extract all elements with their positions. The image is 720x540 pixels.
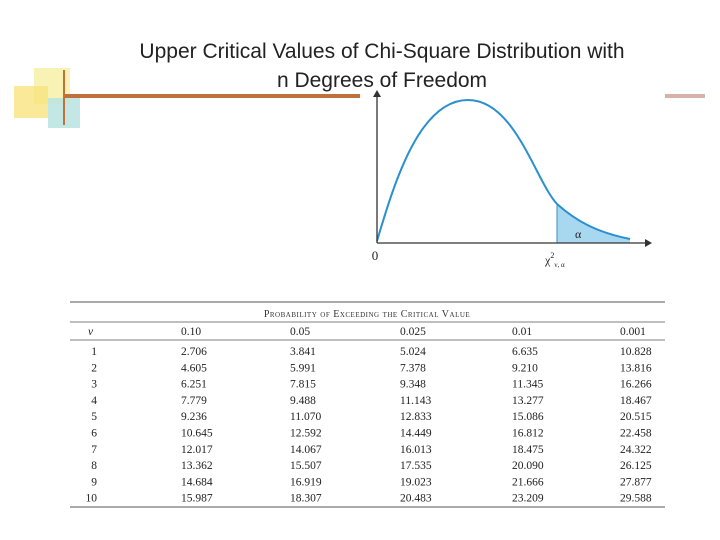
cell: 22.458	[620, 428, 652, 440]
cell: 3.841	[290, 346, 316, 358]
cell: 16.919	[290, 476, 322, 488]
cell: 20.515	[620, 411, 652, 423]
cell: 12.017	[181, 444, 213, 456]
row-label: 10	[86, 493, 98, 505]
cell: 12.592	[290, 428, 322, 440]
cell: 10.828	[620, 346, 652, 358]
title: n Degrees of Freedom	[277, 69, 487, 92]
cell: 20.483	[400, 493, 432, 505]
cell: 15.086	[512, 411, 544, 423]
cell: 7.779	[181, 395, 207, 407]
arrow	[373, 90, 381, 97]
cell: 18.475	[512, 444, 544, 456]
cell: 13.277	[512, 395, 544, 407]
cell: 14.684	[181, 476, 213, 488]
cell: 16.812	[512, 428, 544, 440]
table: Probability of Exceeding the Critical Va…	[70, 301, 665, 508]
cell: 10.645	[181, 428, 213, 440]
cell: 11.143	[400, 395, 431, 407]
cell: 27.877	[620, 476, 652, 488]
density-curve	[376, 98, 631, 242]
cell: 9.210	[512, 362, 538, 374]
cell: 9.488	[290, 395, 316, 407]
cell: 9.348	[400, 379, 426, 391]
title: Upper Critical Values of Chi-Square Dist…	[139, 40, 624, 63]
critical-label-sup: 2	[550, 251, 554, 260]
cell: 11.345	[512, 379, 543, 391]
area-label: α	[575, 227, 582, 241]
cell: 12.833	[400, 411, 432, 423]
row-label: 7	[91, 444, 97, 456]
cell: 9.236	[181, 411, 207, 423]
cell: 23.209	[512, 493, 544, 505]
table-caption: Probability of Exceeding the Critical Va…	[264, 309, 470, 320]
cell: 16.013	[400, 444, 432, 456]
cell: 7.815	[290, 379, 316, 391]
arrow	[645, 239, 652, 247]
column-header: 0.05	[290, 326, 310, 338]
row-label: 4	[91, 395, 97, 407]
column-header: 0.001	[620, 326, 646, 338]
cell: 20.090	[512, 460, 544, 472]
cell: 14.067	[290, 444, 322, 456]
cell: 19.023	[400, 476, 432, 488]
row-label: 1	[91, 346, 97, 358]
cell: 18.307	[290, 493, 322, 505]
critical-label-base: χ	[544, 253, 551, 267]
cell: 6.251	[181, 379, 207, 391]
cell: 13.816	[620, 362, 652, 374]
tail-area	[557, 204, 630, 243]
cell: 15.507	[290, 460, 322, 472]
column-header: ν	[88, 326, 94, 338]
row-label: 3	[91, 379, 97, 391]
cell: 21.666	[512, 476, 544, 488]
distribution-figure: 0 α χ2ν, α	[372, 90, 652, 269]
critical-label: χ2ν, α	[544, 251, 565, 269]
cell: 13.362	[181, 460, 213, 472]
column-header: 0.01	[512, 326, 532, 338]
row-label: 8	[91, 460, 97, 472]
cell: 29.588	[620, 493, 652, 505]
row-label: 9	[91, 476, 97, 488]
row-label: 6	[91, 428, 97, 440]
cell: 5.991	[290, 362, 316, 374]
cell: 11.070	[290, 411, 321, 423]
cell: 26.125	[620, 460, 652, 472]
cell: 5.024	[400, 346, 426, 358]
row-label: 2	[91, 362, 97, 374]
origin-label: 0	[372, 248, 379, 263]
cell: 24.322	[620, 444, 652, 456]
deco-square	[14, 86, 48, 118]
critical-label-sub: ν, α	[554, 261, 565, 269]
cell: 17.535	[400, 460, 432, 472]
cell: 16.266	[620, 379, 652, 391]
cell: 2.706	[181, 346, 207, 358]
cell: 14.449	[400, 428, 432, 440]
decoration	[14, 68, 705, 128]
cell: 4.605	[181, 362, 207, 374]
cell: 7.378	[400, 362, 426, 374]
row-label: 5	[91, 411, 97, 423]
column-header: 0.10	[181, 326, 201, 338]
cell: 6.635	[512, 346, 538, 358]
cell: 15.987	[181, 493, 213, 505]
cell: 18.467	[620, 395, 652, 407]
column-header: 0.025	[400, 326, 426, 338]
